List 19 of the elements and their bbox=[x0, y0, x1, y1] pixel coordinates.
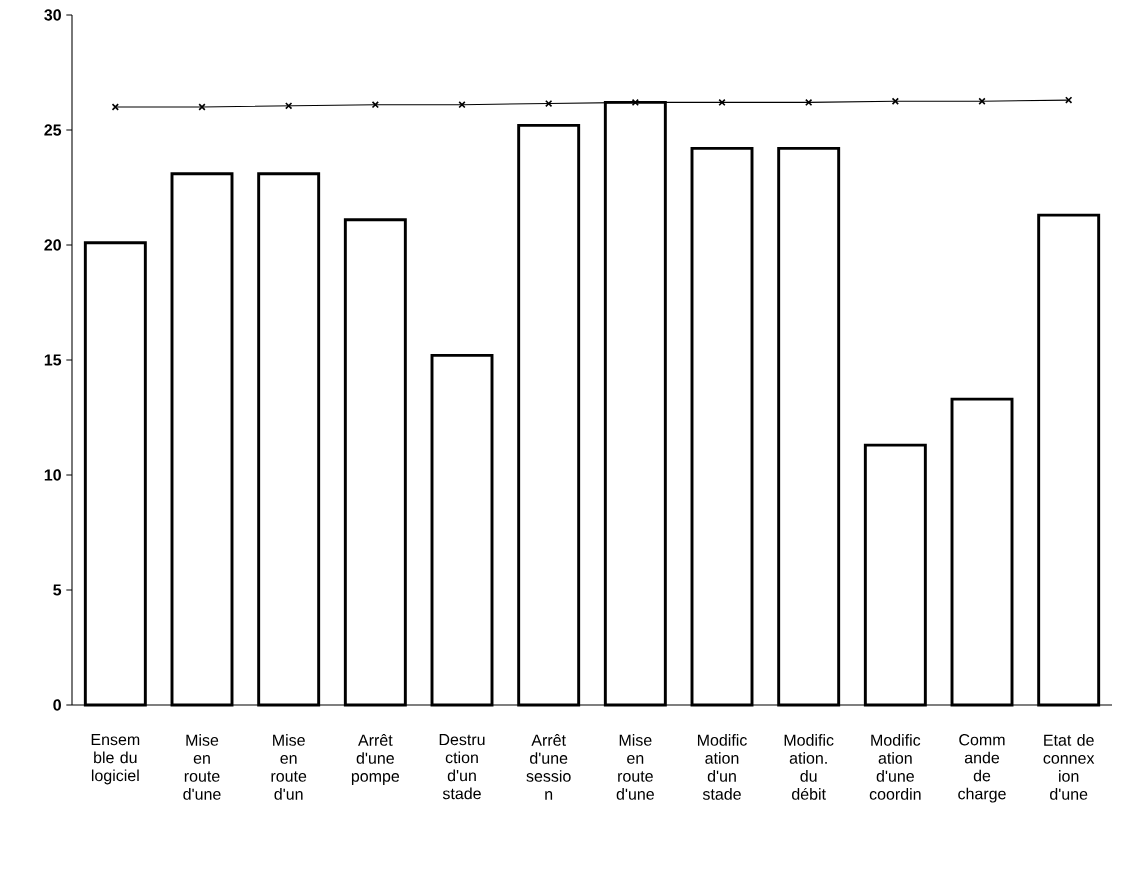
y-tick-label: 10 bbox=[44, 469, 61, 481]
x-tick-label: Etat de connex ion d'une bbox=[1043, 734, 1095, 800]
x-tick-label: Ensem ble du logiciel bbox=[91, 734, 140, 785]
x-tick-label: Mise en route d'une bbox=[616, 734, 654, 800]
x-tick-label: Modific ation. du débit bbox=[784, 734, 834, 800]
y-tick-label: 25 bbox=[44, 124, 62, 136]
x-tick-label: Modific ation d'un stade bbox=[697, 734, 747, 800]
y-tick-label: 0 bbox=[53, 699, 61, 711]
x-tick-label: Arrêt d'une sessio n bbox=[526, 734, 571, 800]
x-tick-label: Mise en route d'une bbox=[183, 734, 221, 800]
x-tick-label: Comm ande de charge bbox=[958, 734, 1006, 803]
y-tick-label: 15 bbox=[44, 354, 62, 366]
x-tick-label: Arrêt d'une pompe bbox=[351, 734, 400, 786]
y-tick-label: 30 bbox=[44, 9, 61, 21]
x-tick-label: Mise en route d'un bbox=[271, 734, 307, 800]
x-tick-label: Modific ation d'une coordin bbox=[869, 734, 921, 800]
y-tick-label: 5 bbox=[53, 584, 62, 596]
x-tick-label: Destru ction d'un stade bbox=[439, 734, 485, 800]
y-tick-label: 20 bbox=[44, 239, 61, 251]
